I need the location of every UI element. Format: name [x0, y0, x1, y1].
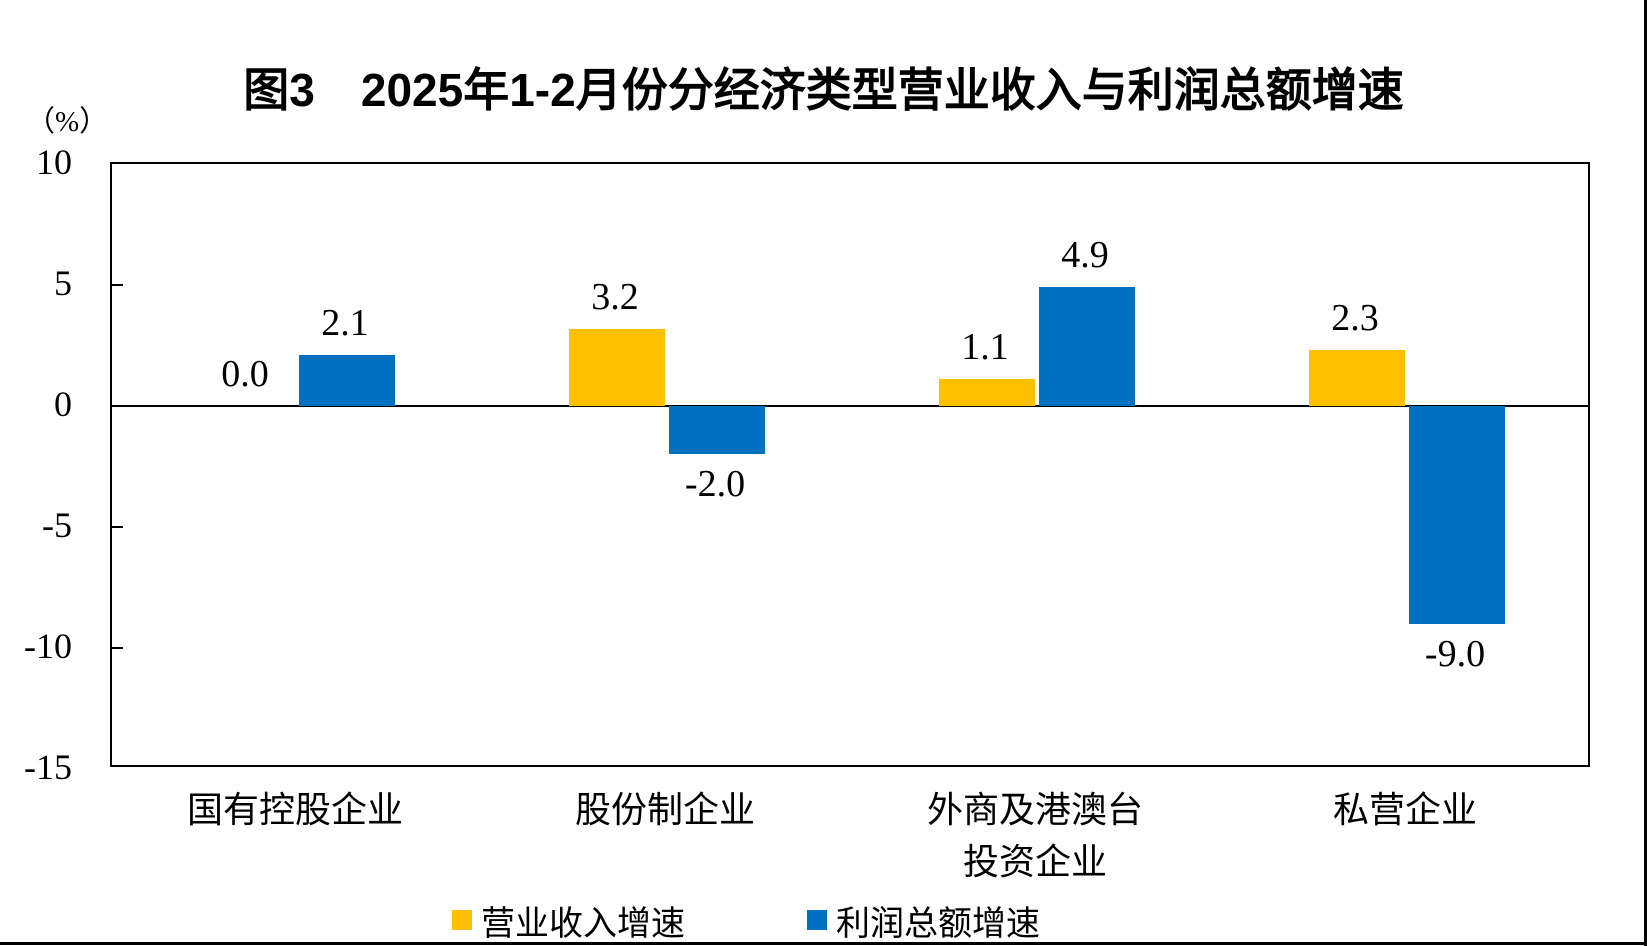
x-axis-category-label: 外商及港澳台 投资企业 — [849, 784, 1221, 888]
plot-area — [110, 162, 1590, 767]
y-axis-tick-label: 0 — [54, 384, 72, 424]
bar-value-label: 4.9 — [1061, 234, 1109, 277]
legend-swatch-icon — [807, 910, 827, 930]
y-axis-tick-label: -10 — [24, 626, 72, 666]
x-axis-category-line: 股份制企业 — [574, 790, 755, 830]
y-axis-tick-label: 10 — [36, 142, 72, 182]
x-axis-category-line: 投资企业 — [962, 842, 1107, 882]
bar-value-label: 2.3 — [1331, 297, 1379, 340]
x-axis-category-label: 国有控股企业 — [109, 784, 481, 836]
y-axis-tick — [112, 647, 123, 649]
bar-营业收入增速-2 — [939, 379, 1035, 406]
x-axis-category-label: 私营企业 — [1219, 784, 1591, 836]
legend-label: 利润总额增速 — [836, 905, 1040, 943]
legend-label: 营业收入增速 — [481, 905, 685, 943]
legend-item-营业收入增速: 营业收入增速 — [452, 898, 685, 943]
page-border-right — [1644, 0, 1647, 946]
bar-利润总额增速-2 — [1039, 287, 1135, 406]
page-border-bottom — [0, 942, 1647, 945]
zero-gridline — [112, 405, 1588, 407]
bar-利润总额增速-3 — [1409, 406, 1505, 624]
bar-value-label: 3.2 — [591, 275, 639, 318]
x-axis-category-label: 股份制企业 — [479, 784, 851, 836]
y-axis-unit-label: （%） — [26, 106, 109, 138]
chart-title: 图3 2025年1-2月份分经济类型营业收入与利润总额增速 — [243, 64, 1404, 116]
bar-营业收入增速-1 — [569, 328, 665, 406]
bar-value-label: -2.0 — [684, 463, 746, 506]
y-axis-tick — [112, 526, 123, 528]
y-axis-tick-label: 5 — [54, 263, 72, 303]
bar-营业收入增速-3 — [1309, 350, 1405, 406]
legend-swatch-icon — [452, 910, 472, 930]
bar-value-label: 2.1 — [321, 302, 369, 345]
x-axis-category-line: 私营企业 — [1332, 790, 1477, 830]
bar-value-label: -9.0 — [1424, 632, 1486, 675]
x-axis-category-line: 国有控股企业 — [186, 790, 403, 830]
x-axis-category-line: 外商及港澳台 — [926, 790, 1143, 830]
bar-value-label: 1.1 — [961, 326, 1009, 369]
y-axis-tick — [112, 284, 123, 286]
bar-利润总额增速-1 — [669, 406, 765, 455]
bar-利润总额增速-0 — [299, 355, 395, 406]
y-axis-tick-label: -15 — [24, 747, 72, 787]
bar-value-label: 0.0 — [221, 353, 269, 395]
legend-item-利润总额增速: 利润总额增速 — [807, 898, 1040, 943]
y-axis-tick-label: -5 — [42, 505, 72, 545]
